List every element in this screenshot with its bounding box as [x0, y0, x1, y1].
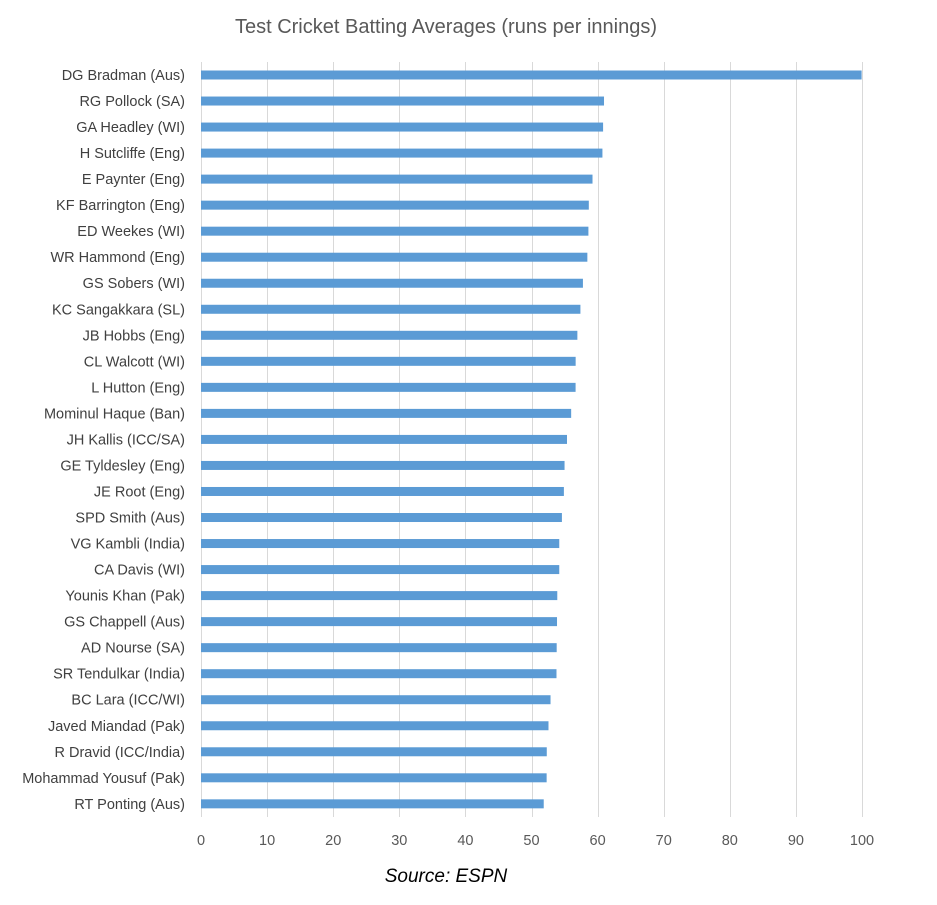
bar	[201, 434, 567, 444]
bars	[201, 70, 862, 809]
bar	[201, 96, 605, 106]
bar	[201, 148, 603, 158]
category-label: CA Davis (WI)	[94, 563, 185, 579]
bar	[201, 591, 558, 601]
bar	[201, 617, 558, 627]
x-tick-label: 30	[391, 833, 407, 849]
category-label: GS Sobers (WI)	[83, 276, 185, 292]
bar	[201, 721, 549, 731]
x-tick-label: 10	[259, 833, 275, 849]
category-label: H Sutcliffe (Eng)	[80, 146, 185, 162]
chart-title: Test Cricket Batting Averages (runs per …	[235, 16, 657, 38]
category-label: KF Barrington (Eng)	[56, 198, 185, 214]
bar	[201, 408, 572, 418]
bar	[201, 70, 862, 80]
category-label: R Dravid (ICC/India)	[54, 745, 185, 761]
x-axis-tick-labels: 0 10 20 30 40 50 60 70 80 90 100	[197, 833, 874, 849]
bar	[201, 356, 576, 366]
category-label: Javed Miandad (Pak)	[48, 719, 185, 735]
x-tick-label: 40	[457, 833, 473, 849]
category-label: KC Sangakkara (SL)	[52, 302, 185, 318]
category-labels: DG Bradman (Aus) RG Pollock (SA) GA Headle…	[22, 68, 185, 813]
bar	[201, 252, 588, 262]
bar	[201, 539, 560, 549]
bar	[201, 669, 557, 679]
x-tick-label: 50	[523, 833, 539, 849]
bar	[201, 695, 551, 705]
source-note: Source: ESPN	[384, 866, 508, 887]
category-label: GA Headley (WI)	[76, 120, 185, 136]
category-label: AD Nourse (SA)	[81, 641, 185, 657]
bar	[201, 773, 547, 783]
bar	[201, 200, 589, 210]
category-label: SR Tendulkar (India)	[53, 667, 185, 683]
category-label: ED Weekes (WI)	[77, 224, 185, 240]
category-label: E Paynter (Eng)	[82, 172, 185, 188]
bar	[201, 747, 547, 757]
x-tick-label: 60	[590, 833, 606, 849]
category-label: Mominul Haque (Ban)	[44, 406, 185, 422]
bar	[201, 643, 557, 653]
category-label: JB Hobbs (Eng)	[83, 328, 185, 344]
category-label: RT Ponting (Aus)	[74, 797, 185, 813]
category-label: RG Pollock (SA)	[79, 94, 185, 110]
bar	[201, 565, 560, 575]
category-label: WR Hammond (Eng)	[50, 250, 185, 266]
bar	[201, 330, 578, 340]
category-label: SPD Smith (Aus)	[75, 511, 185, 527]
bar	[201, 226, 589, 236]
category-label: JE Root (Eng)	[94, 484, 185, 500]
category-label: Mohammad Yousuf (Pak)	[22, 771, 185, 787]
category-label: BC Lara (ICC/WI)	[71, 693, 185, 709]
category-label: VG Kambli (India)	[71, 537, 185, 553]
x-tick-label: 90	[788, 833, 804, 849]
x-tick-label: 20	[325, 833, 341, 849]
category-label: JH Kallis (ICC/SA)	[67, 432, 185, 448]
bar	[201, 513, 562, 523]
bar	[201, 460, 565, 470]
category-label: CL Walcott (WI)	[84, 354, 185, 370]
category-label: GS Chappell (Aus)	[64, 615, 185, 631]
bar-chart: Test Cricket Batting Averages (runs per …	[22, 16, 874, 849]
bar	[201, 174, 593, 184]
bar	[201, 304, 581, 314]
x-tick-label: 100	[850, 833, 874, 849]
category-label: DG Bradman (Aus)	[62, 68, 185, 84]
bar	[201, 122, 604, 132]
bar	[201, 382, 576, 392]
x-tick-label: 80	[722, 833, 738, 849]
bar	[201, 486, 564, 496]
x-tick-label: 0	[197, 833, 205, 849]
bar	[201, 278, 583, 288]
category-label: GE Tyldesley (Eng)	[60, 458, 185, 474]
category-label: L Hutton (Eng)	[91, 380, 185, 396]
bar	[201, 799, 544, 809]
category-label: Younis Khan (Pak)	[65, 589, 185, 605]
x-tick-label: 70	[656, 833, 672, 849]
